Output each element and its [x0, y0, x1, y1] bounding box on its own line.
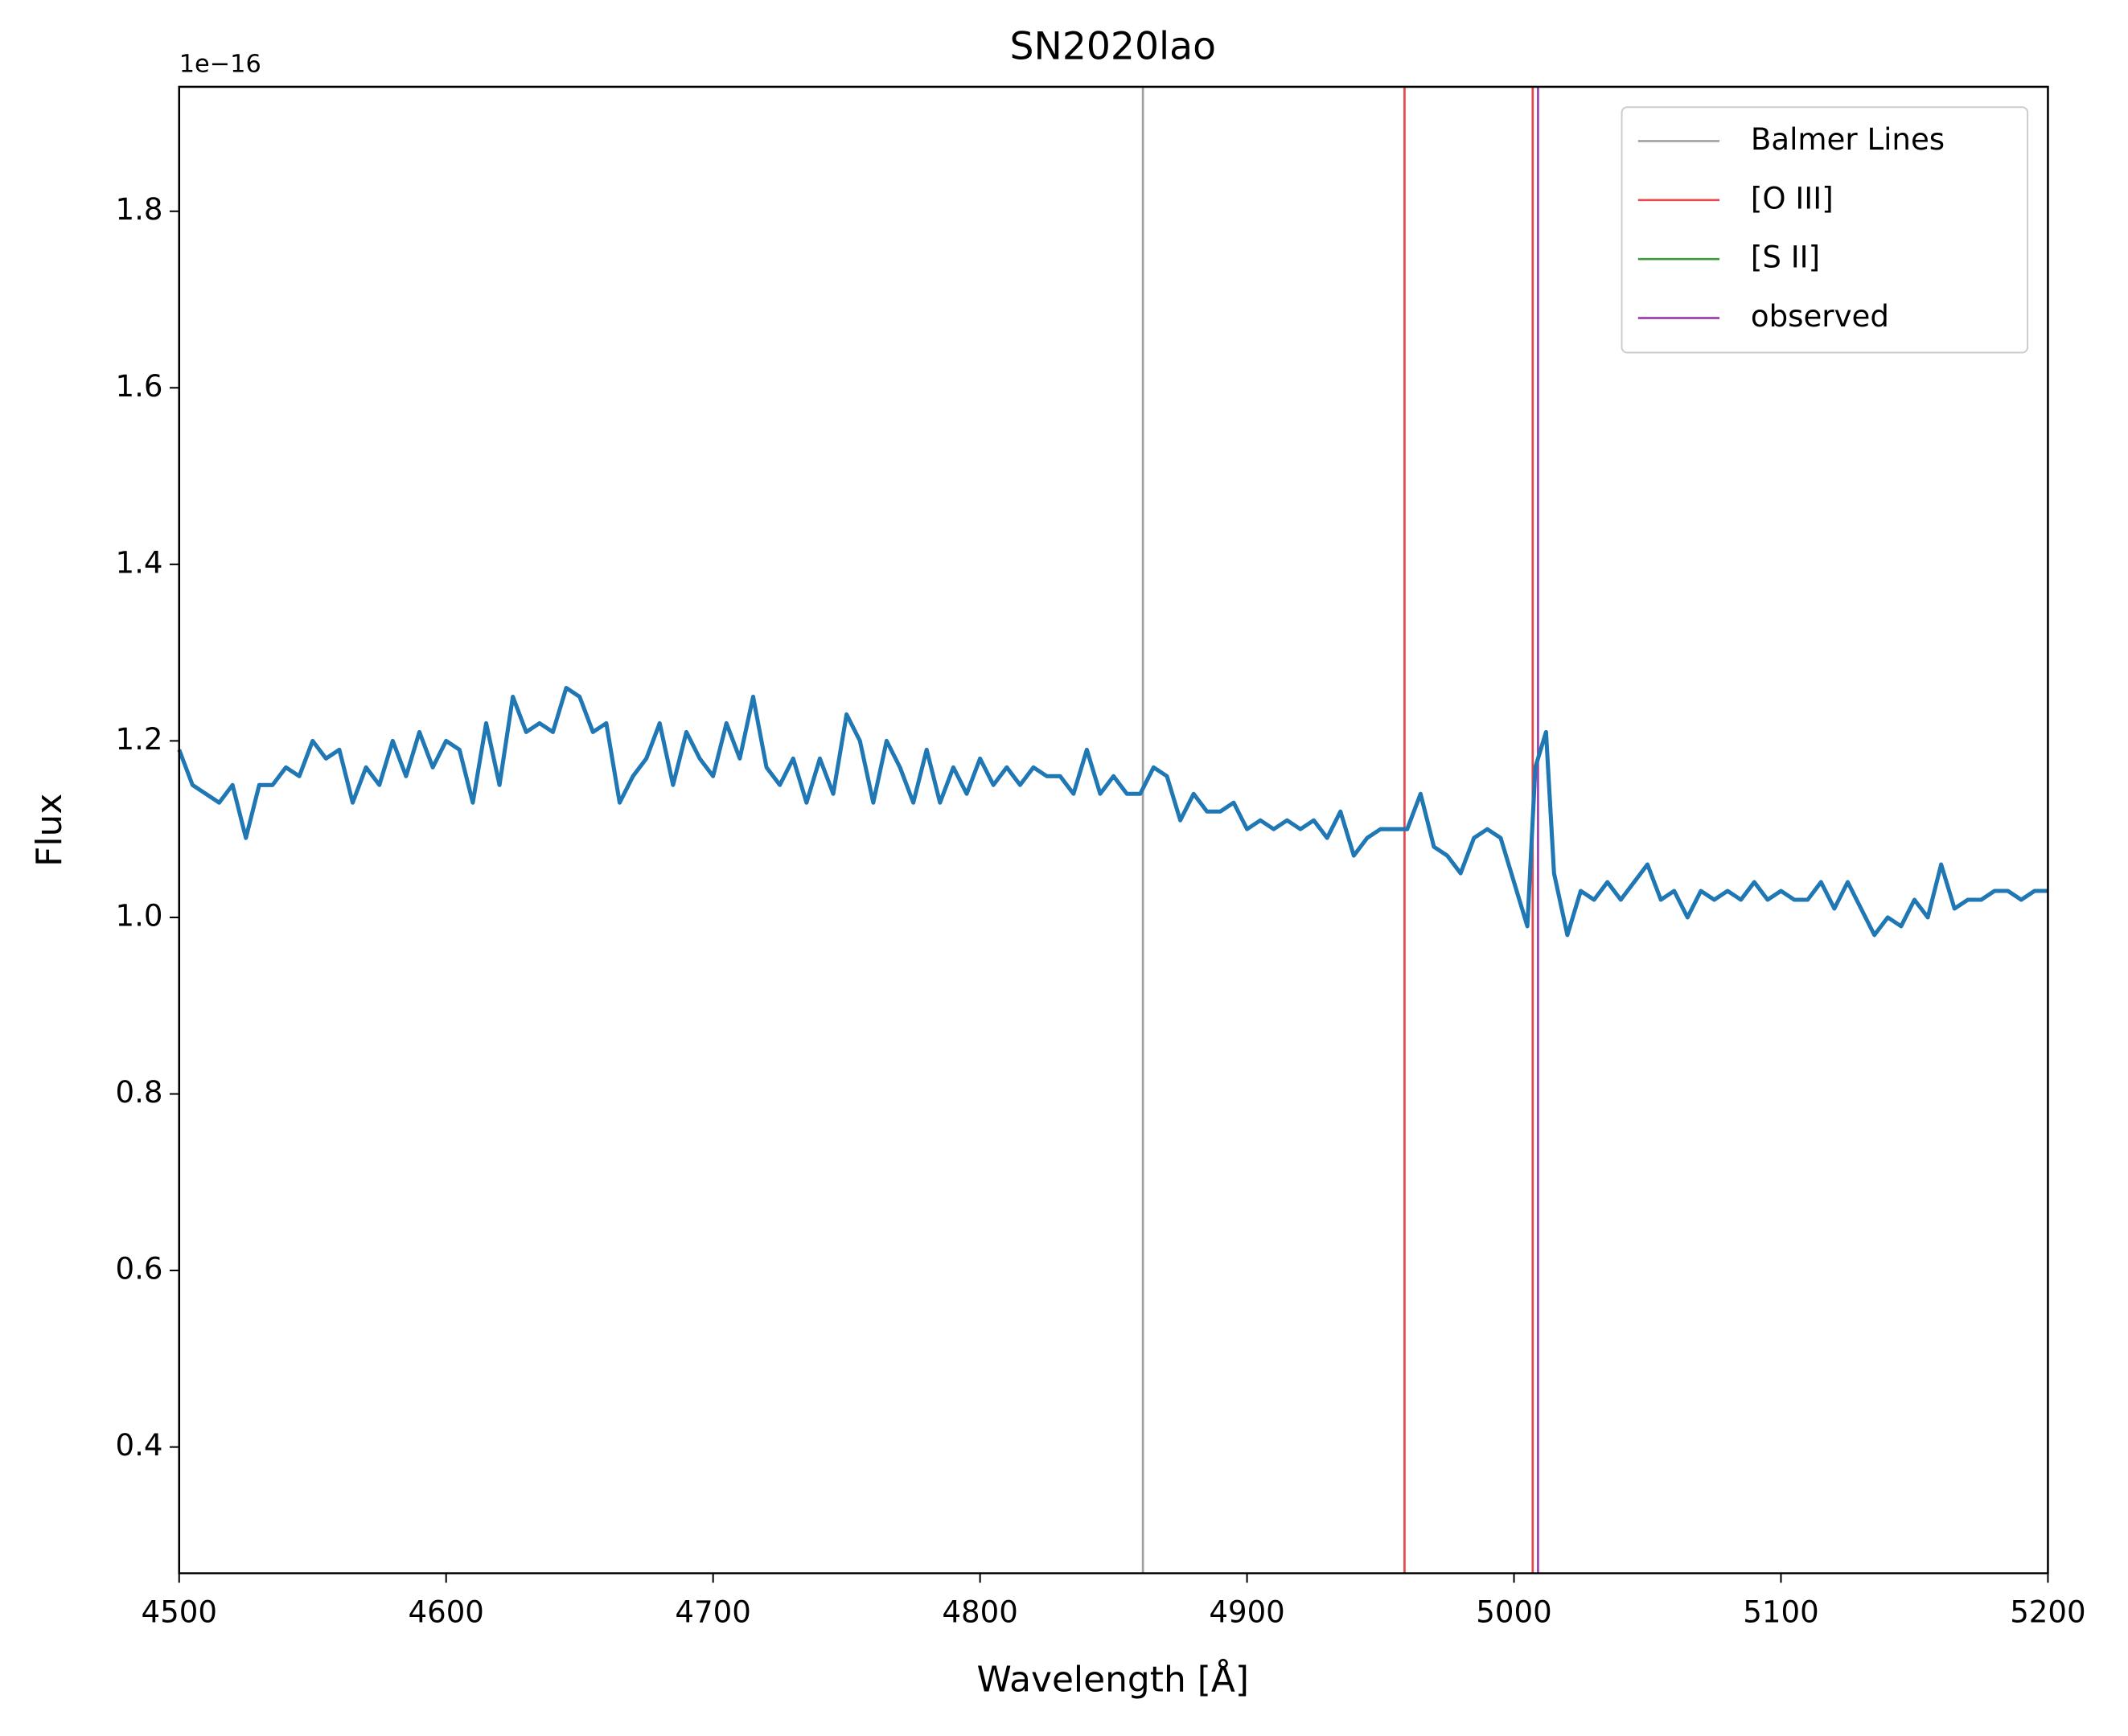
legend-box [1621, 106, 2029, 354]
x-tick-label: 4800 [942, 1595, 1017, 1630]
y-tick-label: 1.0 [115, 898, 162, 933]
y-tick-label: 0.8 [115, 1075, 162, 1110]
y-offset-label: 1e−16 [179, 50, 261, 78]
plot-frame [178, 85, 2049, 1574]
x-tick-label: 5100 [1743, 1595, 1818, 1630]
legend-label: [S II] [1751, 240, 1820, 275]
y-tick-label: 1.2 [115, 722, 162, 757]
x-tick-label: 4900 [1209, 1595, 1284, 1630]
x-tick-label: 4600 [408, 1595, 483, 1630]
legend-label: [O III] [1751, 181, 1834, 215]
x-tick-label: 5200 [2010, 1595, 2085, 1630]
x-tick-label: 4700 [675, 1595, 750, 1630]
legend-label: observed [1751, 299, 1889, 334]
legend-label: Balmer Lines [1751, 122, 1945, 157]
y-tick-label: 1.4 [115, 545, 162, 580]
chart-title: SN2020lao [1010, 25, 1216, 69]
x-axis-label: Wavelength [Å] [977, 1658, 1249, 1701]
y-tick-label: 0.4 [115, 1428, 162, 1463]
spectrum-line [177, 686, 2048, 938]
y-tick-label: 1.6 [115, 369, 162, 404]
x-tick-label: 4500 [142, 1595, 217, 1630]
y-tick-label: 1.8 [115, 192, 162, 227]
x-tick-label: 5000 [1476, 1595, 1551, 1630]
y-axis-label: Flux [29, 794, 70, 867]
y-tick-label: 0.6 [115, 1252, 162, 1287]
